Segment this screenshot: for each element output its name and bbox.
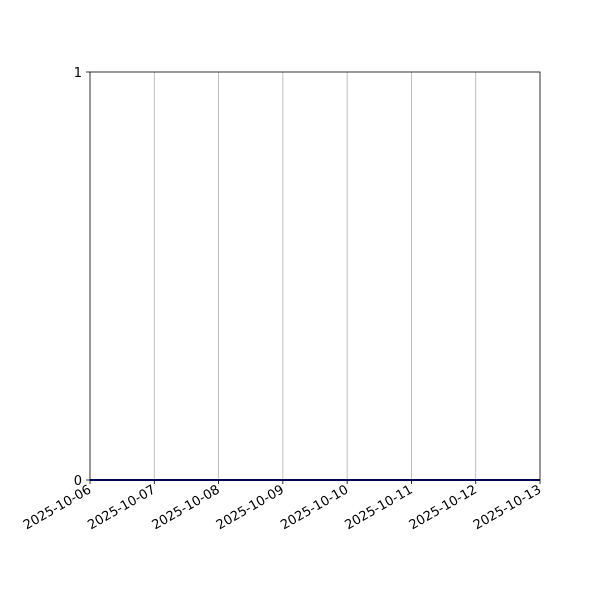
x-tick-label: 2025-10-08 [150,482,223,533]
y-tick-label: 0 [74,474,82,489]
axes-frame [89,71,541,481]
x-tick-label: 2025-10-07 [85,482,158,533]
x-tick-label: 2025-10-13 [471,482,544,533]
y-tick-label: 1 [74,66,82,81]
x-tick-label: 2025-10-11 [342,482,415,533]
x-tick-label: 2025-10-09 [214,482,287,533]
plot-area [90,72,540,480]
x-tick-label: 2025-10-10 [278,482,351,533]
x-tick-label: 2025-10-06 [21,482,94,533]
x-tick-label: 2025-10-12 [407,482,480,533]
